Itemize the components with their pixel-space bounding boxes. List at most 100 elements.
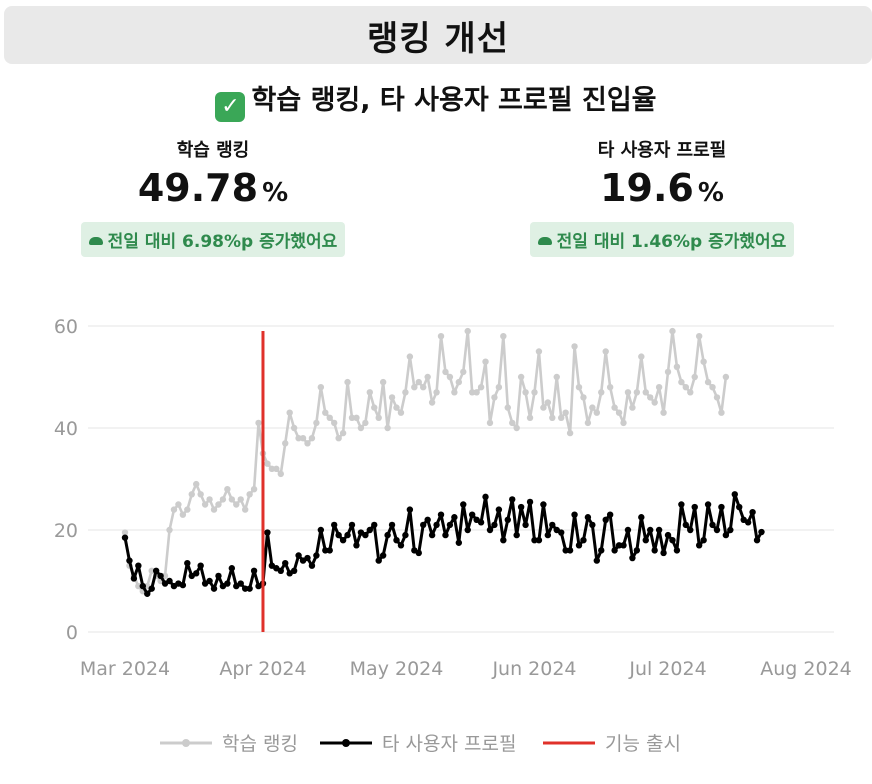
data-point	[228, 565, 236, 572]
data-point	[402, 531, 409, 539]
data-point	[611, 404, 618, 411]
data-point	[326, 414, 333, 421]
data-point	[544, 399, 552, 406]
data-point	[495, 384, 503, 391]
metric-value-row: 49.78%	[63, 166, 363, 210]
data-point	[233, 501, 240, 508]
data-point	[397, 542, 405, 549]
data-point	[615, 409, 623, 416]
data-point	[295, 435, 302, 442]
data-point	[549, 521, 556, 529]
x-tick-label: May 2024	[350, 658, 444, 680]
change-badge: 전일 대비 1.46%p 증가했어요	[529, 222, 795, 257]
data-point	[593, 409, 601, 416]
data-point	[482, 493, 489, 501]
data-point	[598, 547, 605, 554]
data-point	[420, 384, 427, 391]
data-point	[428, 399, 436, 406]
data-point	[495, 506, 503, 513]
data-point	[175, 501, 182, 508]
data-point	[282, 559, 289, 567]
data-point	[166, 526, 173, 534]
data-point	[624, 526, 632, 534]
series-line	[123, 492, 763, 596]
data-point	[477, 519, 485, 526]
data-point	[468, 389, 476, 396]
data-point	[655, 526, 663, 534]
data-point	[402, 389, 409, 396]
data-point	[455, 539, 463, 546]
data-point	[629, 404, 636, 411]
data-point	[540, 404, 547, 411]
data-point	[673, 547, 681, 554]
data-point	[330, 521, 338, 529]
data-point	[629, 554, 636, 562]
data-point	[700, 358, 707, 365]
x-tick-label: Jul 2024	[628, 658, 706, 680]
data-point	[428, 531, 436, 539]
data-point	[241, 506, 249, 513]
legend-label: 학습 랭킹	[222, 733, 298, 755]
data-point	[166, 577, 173, 585]
data-point	[357, 424, 365, 432]
data-point	[322, 409, 329, 416]
data-point	[250, 567, 258, 574]
data-point	[446, 373, 454, 381]
data-point	[727, 526, 734, 534]
data-point	[557, 414, 565, 421]
data-point	[517, 503, 525, 511]
data-point	[201, 501, 209, 508]
data-point	[540, 501, 547, 508]
data-point	[344, 531, 351, 539]
data-point	[157, 572, 164, 580]
data-point	[687, 389, 694, 396]
data-point	[308, 562, 316, 569]
data-point	[744, 519, 752, 526]
data-point	[197, 491, 204, 498]
data-point	[255, 419, 262, 427]
data-point	[753, 537, 761, 544]
metric-ranking: 학습 랭킹 49.78% 전일 대비 6.98%p 증가했어요	[63, 136, 363, 257]
data-point	[348, 521, 356, 529]
data-point	[544, 531, 552, 539]
data-point	[513, 424, 520, 432]
data-point	[638, 514, 645, 521]
data-point	[126, 557, 133, 564]
data-point	[170, 506, 178, 513]
data-point	[335, 531, 342, 539]
data-point	[393, 537, 400, 544]
data-point	[620, 542, 627, 549]
data-point	[509, 496, 516, 503]
data-point	[486, 526, 494, 534]
data-point	[215, 572, 222, 580]
data-point	[504, 516, 511, 523]
data-point	[704, 501, 712, 508]
data-point	[655, 384, 663, 391]
data-point	[424, 373, 431, 381]
data-point	[513, 531, 520, 539]
data-point	[206, 496, 213, 503]
data-point	[411, 384, 418, 391]
data-point	[758, 528, 765, 536]
data-point	[121, 534, 129, 541]
legend-marker	[182, 739, 190, 747]
data-point	[193, 480, 200, 488]
data-point	[215, 501, 222, 508]
data-point	[144, 590, 151, 597]
data-point	[584, 514, 592, 521]
x-tick-label: Aug 2024	[760, 658, 852, 680]
data-point	[473, 389, 480, 396]
data-point	[669, 327, 676, 335]
data-point	[451, 389, 458, 396]
data-point	[669, 537, 676, 544]
data-point	[531, 389, 538, 396]
data-point	[193, 570, 200, 577]
data-point	[731, 491, 738, 498]
data-point	[353, 414, 360, 421]
y-tick-label: 40	[54, 418, 78, 440]
data-point	[500, 537, 507, 544]
data-point	[482, 358, 489, 365]
data-point	[224, 486, 231, 493]
data-point	[687, 526, 694, 534]
metric-label: 타 사용자 프로필	[597, 140, 727, 161]
